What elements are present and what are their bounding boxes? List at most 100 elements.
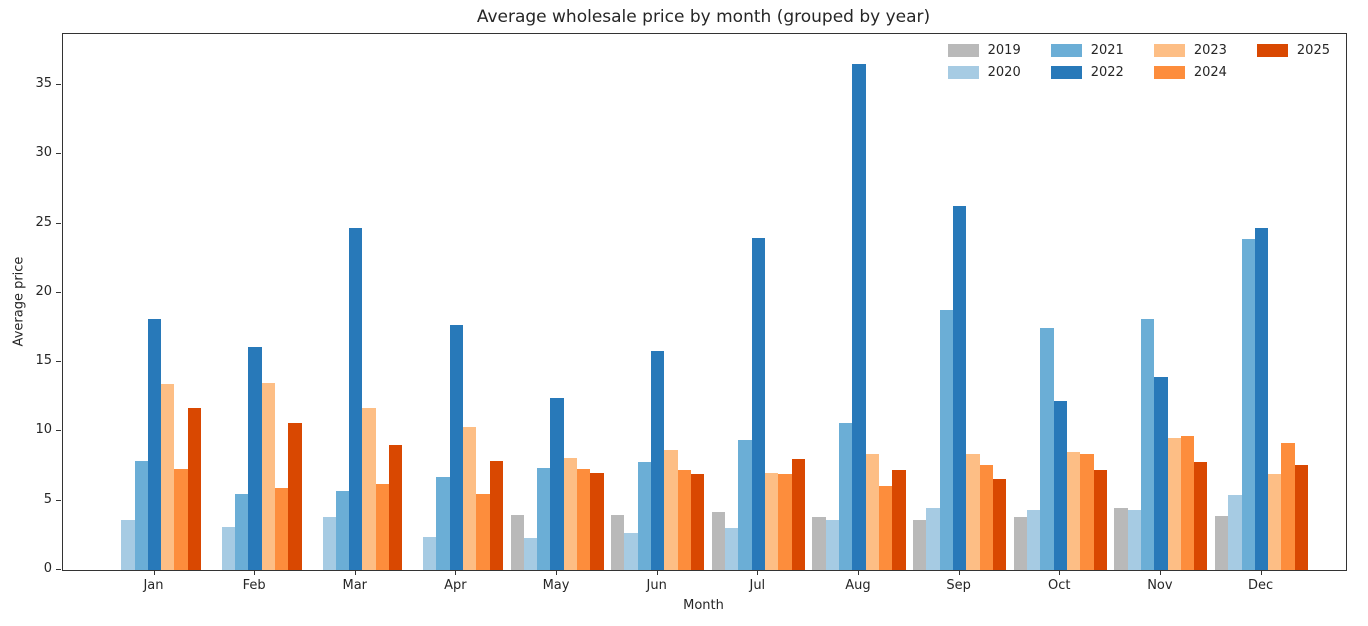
bar-2023-Oct	[1066, 452, 1081, 570]
legend-swatch-2025	[1256, 44, 1288, 57]
y-tick-label: 20	[35, 283, 52, 299]
y-tick-mark	[56, 361, 61, 363]
legend-column: 2023 2024	[1153, 43, 1227, 80]
bar-2020-Sep	[926, 507, 940, 570]
bar-2020-Nov	[1127, 510, 1141, 570]
bar-2022-Oct	[1053, 401, 1067, 570]
legend-label-2019: 2019	[987, 43, 1021, 58]
bar-2024-Nov	[1180, 435, 1195, 570]
bar-2019-Nov	[1114, 507, 1128, 570]
bar-2025-Apr	[489, 460, 503, 570]
y-tick-mark	[56, 84, 61, 86]
y-tick-label: 15	[35, 353, 52, 369]
x-tick-label: Apr	[444, 578, 467, 593]
legend-swatch-2024	[1153, 66, 1185, 79]
bar-2025-Nov	[1194, 461, 1208, 570]
bar-2020-Dec	[1228, 495, 1242, 570]
bar-2024-Aug	[878, 485, 893, 570]
bar-2020-May	[523, 538, 538, 570]
x-tick-label: Mar	[342, 578, 368, 593]
bar-2022-May	[550, 398, 564, 570]
x-tick-mark	[153, 570, 155, 575]
bar-2025-Aug	[892, 470, 906, 570]
bar-2023-Jun	[664, 449, 678, 570]
bar-2023-Sep	[966, 453, 980, 570]
bar-2020-Feb	[221, 527, 236, 570]
bar-2023-Dec	[1268, 474, 1282, 570]
legend-label-2025: 2025	[1296, 43, 1330, 58]
bar-2022-Jun	[651, 351, 665, 570]
bar-2019-May	[510, 514, 524, 570]
bar-2025-Dec	[1294, 464, 1309, 570]
bar-2024-Jun	[677, 470, 691, 570]
bar-2025-Oct	[1093, 470, 1107, 570]
bar-2021-Aug	[839, 423, 853, 570]
bar-2022-Feb	[248, 347, 262, 570]
x-tick-label: Nov	[1147, 578, 1173, 593]
x-tick-mark	[354, 570, 356, 575]
bar-2020-Oct	[1027, 510, 1041, 570]
legend-entry-2020: 2020	[947, 65, 1021, 80]
bar-2022-Sep	[952, 205, 967, 570]
bar-2023-Nov	[1167, 438, 1181, 570]
x-tick-mark	[1159, 570, 1161, 575]
legend-swatch-2019	[947, 44, 979, 57]
bar-2021-Jun	[637, 461, 652, 570]
plot-area: 2019 2020 2021 2022 2023 2024 2025	[62, 33, 1347, 571]
bar-2024-Feb	[275, 488, 289, 570]
legend-swatch-2022	[1050, 66, 1082, 79]
bar-2021-Oct	[1040, 327, 1054, 570]
legend-label-2024: 2024	[1193, 65, 1227, 80]
bar-2022-Mar	[349, 227, 363, 570]
bar-2021-Jan	[134, 460, 148, 570]
y-tick-label: 35	[35, 76, 52, 92]
y-tick-mark	[56, 291, 61, 293]
x-tick-label: Jun	[646, 578, 667, 593]
legend-label-2020: 2020	[987, 65, 1021, 80]
bar-2023-Aug	[865, 453, 879, 570]
bar-2024-Dec	[1281, 442, 1295, 570]
y-tick-label: 10	[35, 422, 52, 438]
y-tick-mark	[56, 153, 61, 155]
bar-2024-May	[577, 468, 591, 570]
x-tick-mark	[1059, 570, 1061, 575]
legend-entry-2021: 2021	[1050, 43, 1124, 58]
bar-2019-Dec	[1214, 516, 1229, 570]
y-tick-label: 0	[43, 561, 52, 576]
bar-2024-Apr	[476, 493, 490, 570]
legend-column: 2025	[1256, 43, 1330, 80]
bar-2022-Dec	[1254, 227, 1269, 570]
y-tick-mark	[56, 569, 61, 570]
bar-2024-Oct	[1080, 453, 1094, 570]
bar-2019-Aug	[812, 517, 826, 570]
bar-2020-Apr	[423, 536, 437, 570]
bar-2021-Mar	[335, 491, 350, 570]
bar-2020-Jul	[725, 528, 739, 570]
y-tick-label: 5	[43, 491, 52, 507]
bar-2025-Jul	[791, 459, 805, 570]
bar-2024-Jul	[778, 474, 792, 570]
x-tick-label: Feb	[242, 578, 266, 593]
legend-swatch-2021	[1050, 44, 1082, 57]
bar-2019-Jul	[711, 511, 726, 570]
legend-entry-2019: 2019	[947, 43, 1021, 58]
bar-2021-May	[537, 467, 551, 570]
x-tick-mark	[556, 570, 558, 575]
x-tick-label: Dec	[1247, 578, 1274, 593]
x-axis-label: Month	[683, 598, 724, 613]
x-tick-label: Aug	[845, 578, 871, 593]
legend-entry-2022: 2022	[1050, 65, 1124, 80]
legend-entry-2023: 2023	[1153, 43, 1227, 58]
bar-2024-Mar	[375, 484, 390, 570]
legend-swatch-2020	[947, 66, 979, 79]
x-tick-mark	[1260, 570, 1262, 575]
x-tick-label: May	[542, 578, 570, 593]
y-tick-label: 25	[35, 214, 52, 230]
x-tick-label: Oct	[1048, 578, 1071, 593]
bar-2024-Jan	[174, 468, 188, 570]
x-tick-mark	[656, 570, 658, 575]
legend-label-2021: 2021	[1090, 43, 1124, 58]
bar-2020-Jan	[121, 520, 135, 570]
x-tick-mark	[958, 570, 960, 575]
